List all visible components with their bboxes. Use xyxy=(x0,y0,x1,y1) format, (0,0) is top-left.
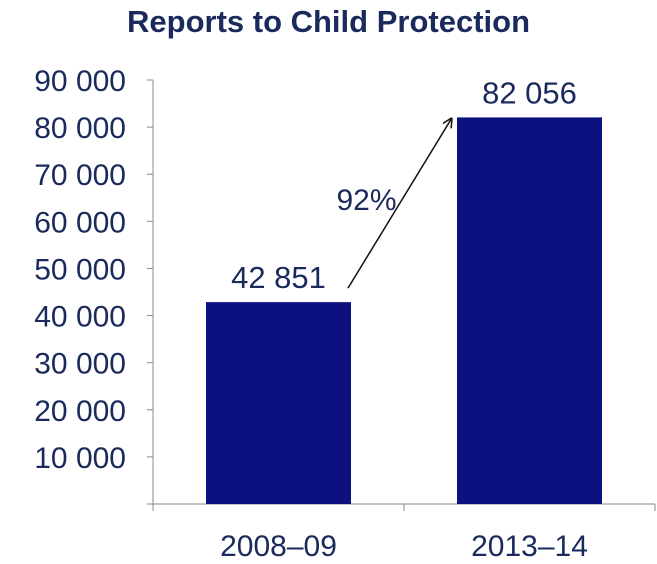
growth-arrow xyxy=(347,119,451,289)
y-tick-label: 20 000 xyxy=(34,395,126,428)
bar-value-label: 82 056 xyxy=(482,75,577,110)
chart-title: Reports to Child Protection xyxy=(127,4,530,39)
y-tick-label: 40 000 xyxy=(34,301,126,334)
bar-value-label: 42 851 xyxy=(231,260,326,295)
y-tick-label: 30 000 xyxy=(34,348,126,381)
y-tick-label: 50 000 xyxy=(34,253,126,286)
bars xyxy=(206,117,602,505)
bar xyxy=(206,302,351,504)
y-tick-label: 70 000 xyxy=(34,159,126,192)
y-tick-label: 80 000 xyxy=(34,112,126,145)
labels: 42 851 2008–09 82 056 2013–14 92% xyxy=(220,75,588,563)
growth-percent-label: 92% xyxy=(336,184,396,217)
x-category-label: 2013–14 xyxy=(471,530,588,563)
y-tick-label: 90 000 xyxy=(34,65,126,98)
y-tick-label: 10 000 xyxy=(34,442,126,475)
y-tick-label: 60 000 xyxy=(34,206,126,239)
x-category-label: 2008–09 xyxy=(220,530,337,563)
bar xyxy=(457,117,602,505)
axes: 10 000 20 000 30 000 40 000 50 000 60 000 70 0… xyxy=(34,65,656,511)
